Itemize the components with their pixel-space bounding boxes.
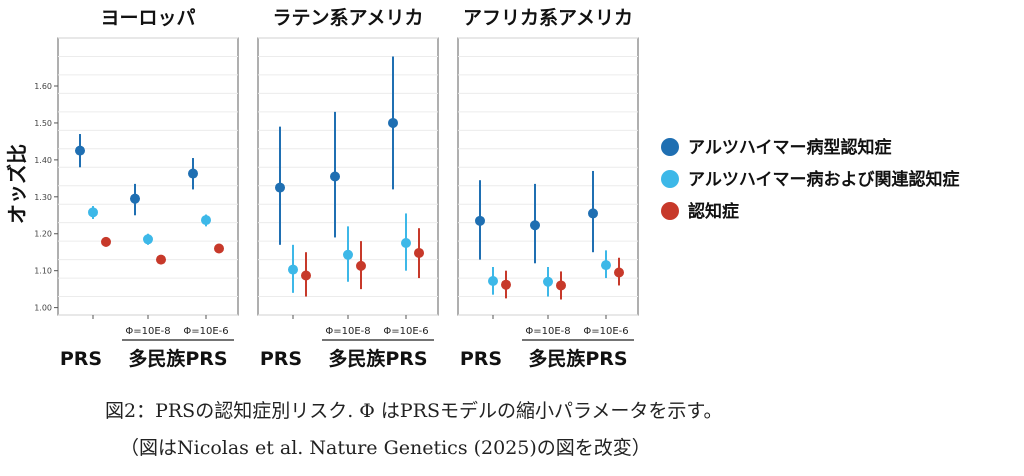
data-point: [156, 254, 166, 265]
data-point: [301, 270, 311, 281]
y-tick-label: 1.30: [34, 193, 52, 202]
x-label-prs: PRS: [260, 348, 302, 370]
y-tick-label: 1.50: [34, 119, 52, 128]
legend-marker: [661, 202, 679, 220]
data-point: [214, 243, 224, 254]
legend-marker: [661, 138, 679, 156]
data-point: [556, 280, 566, 291]
x-label-prs: PRS: [60, 348, 102, 370]
data-point: [388, 117, 398, 128]
data-point: [275, 182, 285, 193]
data-point: [143, 234, 153, 245]
panel-title: ラテン系アメリカ: [272, 7, 423, 29]
data-point: [188, 168, 198, 179]
data-point: [614, 267, 624, 278]
y-tick-label: 1.60: [34, 82, 52, 91]
legend-marker: [661, 170, 679, 188]
data-point: [88, 207, 98, 218]
data-point: [588, 208, 598, 219]
panel-title: ヨーロッパ: [100, 7, 195, 29]
y-tick-label: 1.10: [34, 267, 52, 276]
odds-ratio-figure: オッズ比 ヨーロッパ 1.00 1.10 1.20 1.30 1.40 1.50 1.60 PR…: [5, 7, 960, 370]
figure-caption: 図2：PRSの認知症別リスク. Φ はPRSモデルの縮小パラメータを示す。: [105, 400, 723, 422]
data-point: [75, 145, 85, 156]
data-point: [101, 236, 111, 247]
data-point: [343, 249, 353, 260]
y-tick-label: 1.20: [34, 230, 52, 239]
y-tick-label: 1.40: [34, 156, 52, 165]
data-point: [414, 247, 424, 258]
data-point: [501, 279, 511, 290]
y-tick-label: 1.00: [34, 304, 52, 313]
data-point: [530, 220, 540, 231]
data-point: [201, 215, 211, 226]
panel-2: ラテン系アメリカ PRS Φ=10E-8 Φ=10E-6 多民族PRS: [257, 7, 439, 370]
panel-3: アフリカ系アメリカ PRS Φ=10E-8 Φ=10E-6 多民族PRS: [457, 7, 639, 370]
data-point: [356, 260, 366, 271]
legend-label: 認知症: [688, 201, 739, 222]
data-point: [475, 215, 485, 226]
data-point: [401, 237, 411, 248]
x-label-prs: PRS: [460, 348, 502, 370]
data-point: [488, 276, 498, 287]
data-point: [130, 193, 140, 204]
x-label-phi-1: Φ=10E-8: [125, 326, 170, 337]
panel-frame: [57, 37, 239, 316]
legend-label: アルツハイマー病および関連認知症: [688, 169, 960, 190]
data-point: [601, 260, 611, 271]
y-axis-title: オッズ比: [5, 144, 29, 224]
data-point: [330, 171, 340, 182]
x-label-multi: 多民族PRS: [528, 347, 627, 370]
figure-caption-source: （図はNicolas et al. Nature Genetics (2025)…: [120, 437, 651, 459]
data-point: [543, 276, 553, 287]
legend-label: アルツハイマー病型認知症: [688, 137, 892, 158]
panel-title: アフリカ系アメリカ: [463, 7, 633, 29]
x-label-phi-2: Φ=10E-6: [383, 326, 428, 337]
x-label-multi: 多民族PRS: [128, 347, 227, 370]
x-label-phi-1: Φ=10E-8: [325, 326, 370, 337]
x-label-phi-2: Φ=10E-6: [583, 326, 628, 337]
x-label-phi-2: Φ=10E-6: [183, 326, 228, 337]
data-point: [288, 264, 298, 275]
x-label-multi: 多民族PRS: [328, 347, 427, 370]
panel-1: ヨーロッパ 1.00 1.10 1.20 1.30 1.40 1.50 1.60 PRS Φ=10…: [34, 7, 239, 370]
x-label-phi-1: Φ=10E-8: [525, 326, 570, 337]
